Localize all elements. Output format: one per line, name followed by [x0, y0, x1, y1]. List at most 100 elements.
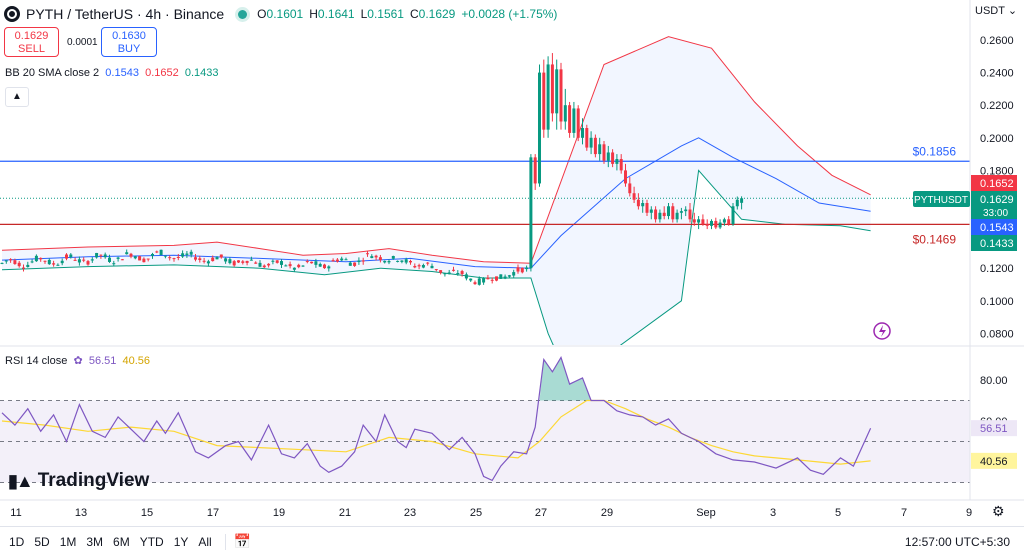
candle: [151, 252, 154, 259]
collapse-legend-button[interactable]: ▲: [5, 87, 29, 107]
symbol-title[interactable]: PYTH / TetherUS · 4h · Binance: [26, 6, 225, 22]
candle: [559, 62, 563, 130]
candle-body: [17, 262, 21, 267]
currency-selector[interactable]: USDT ⌄: [975, 5, 1018, 17]
candle-body: [219, 254, 223, 258]
timeframe-all[interactable]: All: [198, 534, 212, 549]
candle: [249, 256, 253, 261]
candle: [138, 255, 142, 261]
candle-body: [13, 260, 17, 265]
timeframe-5d[interactable]: 5D: [34, 534, 50, 549]
timeframe-1d[interactable]: 1D: [9, 534, 25, 549]
time-tick-label: 7: [901, 507, 907, 519]
candle: [460, 269, 464, 277]
sell-button[interactable]: 0.1629 SELL: [4, 27, 59, 57]
candle: [284, 264, 288, 267]
ohlc-high: H0.1641: [309, 7, 355, 21]
timeframe-3m[interactable]: 3M: [86, 534, 104, 549]
candle: [69, 253, 73, 259]
candle-body: [495, 276, 498, 281]
candle-body: [456, 273, 460, 275]
timeframe-1y[interactable]: 1Y: [173, 534, 189, 549]
candle: [108, 254, 111, 263]
level-label: $0.1856: [913, 144, 957, 158]
candle-body: [297, 264, 301, 268]
candle: [280, 259, 283, 269]
time-tick-label: 25: [470, 507, 482, 519]
gear-icon[interactable]: ⚙: [992, 503, 1005, 519]
timeframe-ytd[interactable]: YTD: [139, 534, 164, 549]
price-tag: 0.1433: [971, 235, 1017, 251]
candle: [34, 254, 38, 262]
candle: [366, 251, 369, 257]
candle: [43, 260, 47, 264]
candle: [503, 274, 507, 280]
candle-body: [151, 253, 154, 256]
chevron-down-icon: ⌄: [1007, 5, 1018, 17]
tradingview-mark-icon: ▮▲: [8, 470, 34, 491]
candle: [555, 59, 559, 130]
candle: [417, 263, 421, 270]
candle-body: [542, 72, 546, 130]
candle-body: [172, 258, 176, 260]
price-chart[interactable]: $0.1856 $0.1469 0.2600 0.2400 0.2200 0.2000 0.…: [0, 0, 1024, 526]
candle: [563, 88, 567, 130]
price-tag-bg: [971, 175, 1017, 191]
timeframe-1m[interactable]: 1M: [59, 534, 77, 549]
candle-body: [146, 258, 150, 260]
candle-body: [370, 256, 374, 259]
candle: [413, 263, 417, 269]
candle: [641, 199, 645, 213]
candle: [671, 203, 675, 223]
time-tick-label: 17: [207, 507, 219, 519]
candle: [512, 269, 516, 278]
candle-body: [56, 264, 60, 266]
candle: [237, 260, 240, 264]
candle: [464, 272, 468, 281]
candle-body: [280, 261, 283, 265]
rsi-tag: 56.51: [971, 420, 1017, 437]
countdown-text: 33:00: [983, 208, 1008, 219]
candle-body: [86, 261, 90, 265]
price-tick-label: 0.2000: [980, 133, 1014, 145]
candle: [525, 265, 529, 272]
candle: [176, 253, 180, 261]
candle: [378, 254, 382, 263]
candle-body: [108, 257, 111, 262]
candle-body: [611, 152, 615, 164]
candle: [77, 256, 81, 266]
candle-body: [361, 260, 365, 262]
candle-body: [404, 259, 408, 263]
candle-body: [129, 253, 133, 257]
candle-body: [602, 144, 606, 161]
candle: [82, 257, 86, 263]
candle-body: [697, 219, 701, 223]
candle-body: [116, 257, 120, 259]
price-tick-label: 0.2600: [980, 35, 1014, 47]
candle: [112, 260, 116, 267]
candle-body: [503, 276, 507, 279]
calendar-icon[interactable]: 📅: [233, 533, 252, 549]
candle: [9, 258, 13, 263]
candle: [73, 257, 77, 261]
bb-legend[interactable]: BB 20 SMA close 2 0.1543 0.1652 0.1433: [5, 67, 219, 79]
timeframe-6m[interactable]: 6M: [113, 534, 130, 549]
candle: [624, 163, 627, 187]
candle: [335, 258, 339, 263]
candle: [159, 249, 163, 256]
candle: [469, 278, 473, 282]
buy-button[interactable]: 0.1630 BUY: [101, 27, 157, 57]
candle-body: [39, 257, 43, 260]
candle-body: [275, 260, 279, 263]
candle: [701, 214, 705, 226]
rsi-tag: 40.56: [971, 452, 1017, 469]
rsi-value: 56.51: [88, 355, 117, 367]
candle: [632, 186, 636, 203]
candle-body: [181, 253, 185, 257]
bottom-toolbar: 1D 5D 1M 3M 6M YTD 1Y All 📅 12:57:00 UTC+5:30: [0, 526, 1024, 556]
candle-body: [550, 64, 554, 114]
rsi-legend[interactable]: RSI 14 close ✿ 56.51 40.56: [5, 354, 150, 367]
candle-body: [288, 264, 292, 267]
clock[interactable]: 12:57:00 UTC+5:30: [904, 534, 1010, 549]
candle-body: [142, 258, 146, 263]
